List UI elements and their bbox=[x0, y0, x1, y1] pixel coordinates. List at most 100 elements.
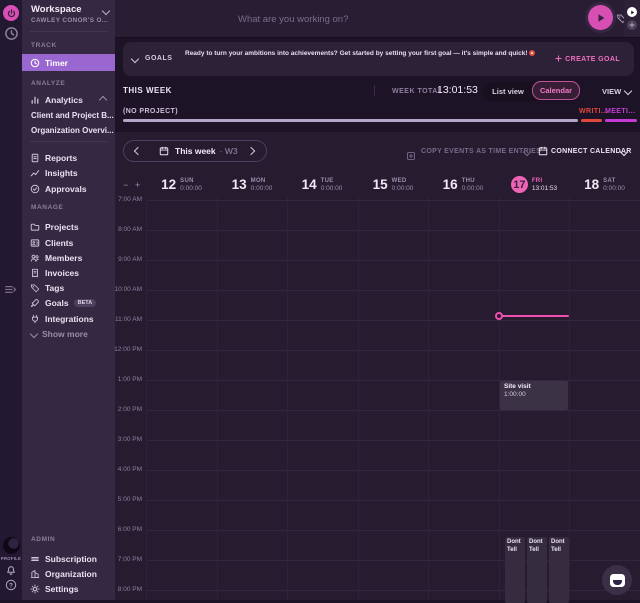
goals-banner: GOALS Ready to turn your ambitions into … bbox=[123, 42, 634, 76]
copy-events-label[interactable]: COPY EVENTS AS TIME ENTRIES bbox=[421, 148, 542, 155]
week-total-value: 13:01:53 bbox=[437, 84, 478, 96]
copy-events-button[interactable] bbox=[406, 146, 416, 164]
insights-icon bbox=[30, 169, 40, 176]
clock-icon bbox=[4, 26, 18, 40]
start-timer-button[interactable] bbox=[588, 5, 613, 30]
current-time-line bbox=[499, 315, 569, 317]
day-header-sun[interactable]: 12 SUN 0:00:00 bbox=[161, 177, 202, 192]
day-header-tue[interactable]: 14 TUE 0:00:00 bbox=[301, 177, 343, 192]
calendar-icon bbox=[159, 146, 169, 156]
sidebar-item-client-project-breakdown[interactable]: Client and Project B... bbox=[22, 108, 115, 123]
next-week-button[interactable] bbox=[246, 146, 256, 156]
time-entries-rail-button[interactable] bbox=[3, 25, 19, 41]
hour-label: 7:00 AM bbox=[118, 196, 142, 203]
play-icon bbox=[598, 13, 604, 22]
people-icon bbox=[30, 254, 39, 262]
chat-launcher-button[interactable] bbox=[602, 565, 632, 595]
connect-calendar-label[interactable]: CONNECT CALENDAR bbox=[551, 148, 632, 155]
sidebar-item-timer[interactable]: Timer bbox=[22, 54, 115, 71]
zoom-out-button[interactable]: − bbox=[123, 180, 129, 190]
help-icon: ? bbox=[5, 579, 17, 591]
event-dont-tell[interactable]: Dont Tell bbox=[505, 537, 525, 603]
rocket-icon bbox=[30, 298, 39, 307]
sidebar: Workspace CAWLEY CONOR'S O... TRACK Time… bbox=[22, 0, 115, 600]
sidebar-item-label: Organization bbox=[45, 568, 97, 579]
sidebar-show-more[interactable]: Show more bbox=[22, 326, 115, 341]
check-circle-icon bbox=[30, 184, 40, 193]
workspace-org: CAWLEY CONOR'S O... bbox=[31, 17, 109, 24]
invoice-icon bbox=[32, 268, 38, 277]
sidebar-item-goals[interactable]: Goals BETA bbox=[22, 295, 115, 310]
hour-label: 12:00 PM bbox=[114, 346, 142, 353]
plug-icon bbox=[32, 314, 38, 323]
sidebar-item-insights[interactable]: Insights bbox=[22, 165, 115, 180]
calendar-view-tab[interactable]: Calendar bbox=[532, 81, 580, 100]
day-header-thu[interactable]: 16 THU 0:00:00 bbox=[442, 177, 484, 192]
collapse-sidebar-button[interactable] bbox=[4, 283, 17, 296]
connect-calendar-button[interactable] bbox=[538, 146, 548, 156]
timer-mode-button[interactable] bbox=[627, 7, 637, 17]
no-project-label: (NO PROJECT) bbox=[123, 108, 178, 115]
this-week-label: THIS WEEK bbox=[123, 86, 172, 95]
calendar-icon bbox=[538, 146, 548, 156]
writing-bar-segment[interactable] bbox=[581, 119, 602, 122]
workspace-name[interactable]: Workspace bbox=[31, 4, 82, 15]
banner-collapse-chevron-icon[interactable] bbox=[130, 54, 140, 64]
divider bbox=[374, 85, 375, 96]
day-header-fri-today[interactable]: 17 FRI 13:01:53 bbox=[499, 172, 569, 197]
sidebar-item-tags[interactable]: Tags bbox=[22, 280, 115, 295]
app-logo-button[interactable] bbox=[3, 5, 19, 21]
notifications-button[interactable] bbox=[5, 564, 17, 576]
no-project-bar-segment[interactable] bbox=[123, 119, 578, 122]
zoom-in-button[interactable]: + bbox=[135, 180, 141, 190]
list-view-tab[interactable]: List view bbox=[492, 87, 524, 96]
profile-avatar[interactable] bbox=[2, 537, 20, 554]
column-line bbox=[428, 197, 429, 600]
column-line bbox=[287, 197, 288, 600]
profile-label: PROFILE bbox=[0, 556, 22, 561]
goals-banner-label: GOALS bbox=[145, 55, 173, 62]
sidebar-item-projects[interactable]: Projects bbox=[22, 219, 115, 234]
bell-icon bbox=[7, 566, 15, 575]
timer-mode-strip bbox=[624, 0, 640, 37]
sidebar-item-settings[interactable]: Settings bbox=[22, 581, 115, 596]
sidebar-item-label: Organization Overvi... bbox=[31, 126, 114, 135]
event-dont-tell[interactable]: Dont Tell bbox=[527, 537, 547, 603]
column-line bbox=[146, 197, 147, 600]
sidebar-item-label: Subscription bbox=[45, 553, 97, 564]
sidebar-item-reports[interactable]: Reports bbox=[22, 150, 115, 165]
column-line bbox=[569, 197, 570, 600]
sidebar-item-approvals[interactable]: Approvals bbox=[22, 181, 115, 196]
event-site-visit[interactable]: Site visit 1:00:00 bbox=[500, 381, 568, 410]
day-header-mon[interactable]: 13 MON 0:00:00 bbox=[231, 177, 273, 192]
previous-week-button[interactable] bbox=[133, 146, 143, 156]
sidebar-item-label: Clients bbox=[45, 237, 74, 248]
timer-description-input[interactable] bbox=[236, 0, 570, 38]
help-button[interactable]: ? bbox=[5, 579, 17, 591]
create-goal-button[interactable]: CREATE GOAL bbox=[555, 55, 620, 63]
chevron-up-icon[interactable] bbox=[98, 95, 108, 104]
sidebar-item-integrations[interactable]: Integrations bbox=[22, 311, 115, 326]
day-header-wed[interactable]: 15 WED 0:00:00 bbox=[372, 177, 414, 192]
chevron-down-icon[interactable] bbox=[623, 86, 633, 96]
power-icon bbox=[7, 8, 15, 17]
sidebar-item-organization[interactable]: Organization bbox=[22, 566, 115, 581]
current-time-dot bbox=[495, 312, 503, 320]
week-range-label[interactable]: This week bbox=[175, 146, 216, 156]
sidebar-item-invoices[interactable]: Invoices bbox=[22, 265, 115, 280]
workspace-chevron-down-icon[interactable] bbox=[101, 6, 111, 16]
day-header-sat[interactable]: 18 SAT 0:00:00 bbox=[584, 177, 625, 192]
event-dont-tell[interactable]: Dont Tell bbox=[549, 537, 569, 603]
sidebar-item-clients[interactable]: Clients bbox=[22, 235, 115, 250]
sidebar-item-organization-overview[interactable]: Organization Overvi... bbox=[22, 123, 115, 138]
meetings-bar-segment[interactable] bbox=[605, 119, 637, 122]
sidebar-item-label: Client and Project B... bbox=[31, 111, 114, 120]
sidebar-item-subscription[interactable]: Subscription bbox=[22, 551, 115, 566]
sidebar-item-members[interactable]: Members bbox=[22, 250, 115, 265]
sidebar-item-label: Settings bbox=[45, 583, 79, 594]
dart-emoji bbox=[529, 50, 536, 56]
view-menu-button[interactable]: VIEW bbox=[602, 87, 622, 96]
manual-mode-button[interactable] bbox=[627, 20, 637, 30]
sidebar-item-analytics[interactable]: Analytics bbox=[22, 92, 115, 107]
divider bbox=[30, 141, 107, 142]
